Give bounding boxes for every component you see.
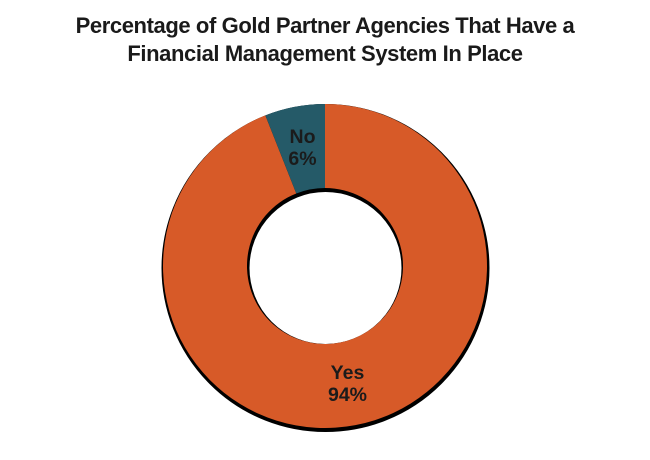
chart-title: Percentage of Gold Partner Agencies That… bbox=[0, 12, 650, 68]
slice-label-value-yes: 94% bbox=[328, 384, 367, 406]
chart-title-line2: Financial Management System In Place bbox=[127, 41, 523, 66]
slice-label-name-yes: Yes bbox=[331, 362, 365, 384]
donut-slice-yes bbox=[163, 104, 488, 428]
chart-title-line1: Percentage of Gold Partner Agencies That… bbox=[75, 13, 575, 38]
donut-slice-no bbox=[265, 104, 325, 194]
slice-label-name-no: No bbox=[290, 126, 316, 148]
slice-label-value-no: 6% bbox=[288, 148, 316, 170]
